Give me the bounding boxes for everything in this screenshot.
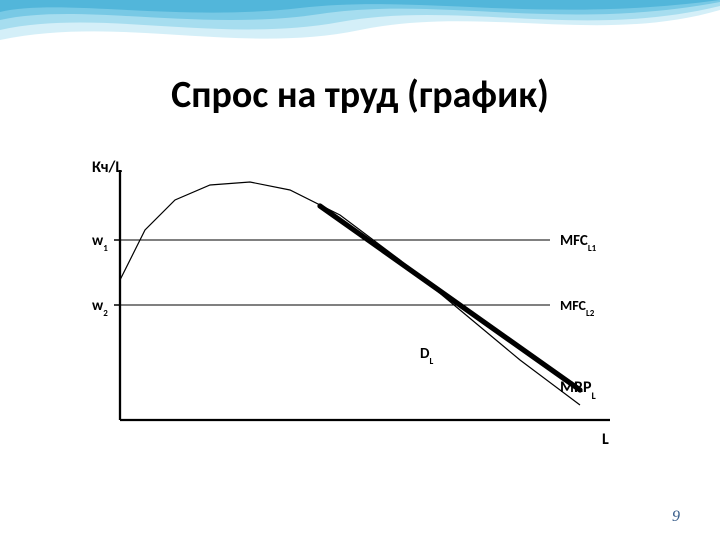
wave-layer-3: [0, 0, 720, 20]
wave-layer-1: [0, 0, 720, 40]
w-tick-2: w2: [92, 297, 108, 319]
labor-demand-chart: Кч/L Lw1 w2 MFCL1 MFCL2 DL MRPL: [90, 160, 630, 460]
wave-layer-2: [0, 0, 720, 30]
mfc-label-2: MFCL2: [560, 297, 595, 319]
slide-title: Спрос на труд (график): [0, 72, 720, 118]
demand-segment: [320, 206, 580, 390]
w-tick-1: w1: [92, 232, 108, 254]
mrp-label: MRPL: [560, 378, 597, 402]
header-wave-decor: [0, 0, 720, 70]
x-axis-label: L: [602, 430, 609, 449]
mrp-curve: [120, 182, 580, 405]
mfc-label-1: MFCL1: [560, 232, 597, 254]
wave-layer-4: [0, 0, 720, 13]
demand-label: DL: [420, 345, 433, 367]
page-number: 9: [672, 508, 680, 526]
y-axis-label: Кч/L: [92, 160, 122, 177]
